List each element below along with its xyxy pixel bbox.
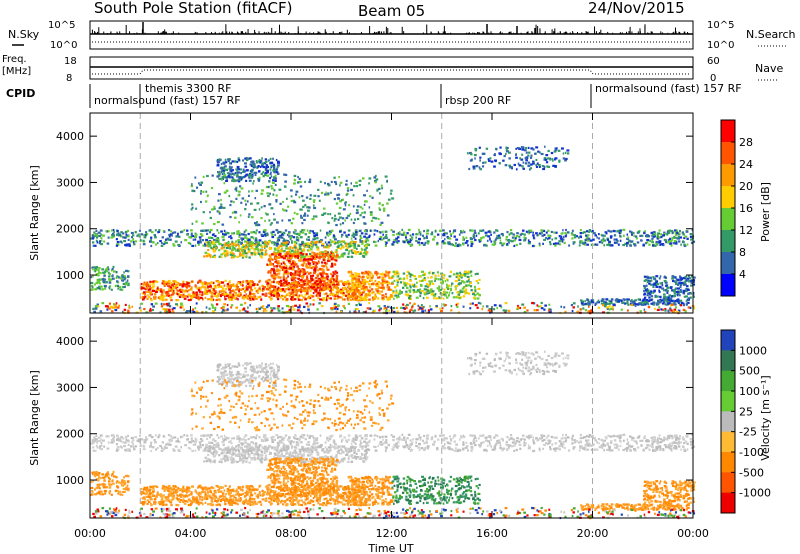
nsky-tick-bottom: 10^0 <box>50 40 77 51</box>
x-tick-label: 12:00 <box>376 527 408 540</box>
velocity-ylabel: Slant Range [km] <box>28 370 41 466</box>
colorbar-tick-label: 100 <box>739 385 760 398</box>
x-tick-label: 16:00 <box>476 527 508 540</box>
nsky-label: N.Sky <box>8 28 40 41</box>
cpid-segment-normalsound-3: normalsound (fast) 157 RF <box>595 82 742 95</box>
colorbar-tick-label: 4 <box>739 268 746 281</box>
x-tick-label: 00:00 <box>677 527 709 540</box>
y-tick-label: 1000 <box>56 269 84 282</box>
x-tick-label: 00:00 <box>74 527 106 540</box>
colorbar-tick-label: -500 <box>739 466 764 479</box>
colorbar-tick-label: 1000 <box>739 344 767 357</box>
colorbar-tick-label: -100 <box>739 446 764 459</box>
cpid-segment-themis: themis 3300 RF <box>145 82 232 95</box>
power-data <box>90 145 696 315</box>
colorbar-tick-label: -1000 <box>739 487 771 500</box>
nave-tick-bottom: 0 <box>710 73 716 84</box>
velocity-data <box>90 350 696 520</box>
velocity-colorbar-label: Velocity [m s⁻¹] <box>759 375 772 460</box>
nave-tick-top: 60 <box>707 56 720 67</box>
y-tick-label: 2000 <box>56 428 84 441</box>
nsearch-tick-top: 10^5 <box>707 20 734 31</box>
cpid-segment-rbsp: rbsp 200 RF <box>445 94 511 107</box>
power-colorbar-label: Power [dB] <box>759 182 772 242</box>
nsearch-tick-bottom: 10^0 <box>707 40 734 51</box>
date-label: 24/Nov/2015 <box>588 0 685 17</box>
nsky-tick-top: 10^5 <box>48 20 75 31</box>
nsky-bars <box>91 22 690 34</box>
station-title: South Pole Station (fitACF) <box>94 0 292 17</box>
colorbar-tick-label: 25 <box>739 405 753 418</box>
x-axis-label: Time UT <box>367 542 413 554</box>
beam-label: Beam 05 <box>358 2 425 20</box>
x-tick-label: 04:00 <box>175 527 207 540</box>
nsky-panel <box>89 20 694 50</box>
x-tick-label: 08:00 <box>275 527 307 540</box>
power-yticks: 1000 2000 3000 4000 <box>56 130 693 282</box>
velocity-panel: 1000 2000 3000 4000 Slant Range [km] <box>28 317 696 520</box>
freq-label: Freq. <box>2 54 27 65</box>
colorbar-tick-label: 24 <box>739 158 753 171</box>
x-tick-label: 20:00 <box>577 527 609 540</box>
colorbar-tick-label: 20 <box>739 180 753 193</box>
cpid-segment-normalsound-1: normalsound (fast) 157 RF <box>94 94 241 107</box>
nsearch-label: N.Search <box>746 28 796 41</box>
velocity-dashes <box>139 318 593 518</box>
freq-unit: [MHz] <box>2 66 31 77</box>
nave-label: Nave <box>755 62 783 75</box>
power-panel: 1000 2000 3000 4000 Slant Range [km] <box>28 112 696 315</box>
colorbar-tick-label: 12 <box>739 224 753 237</box>
nave-line <box>92 69 691 75</box>
power-ylabel: Slant Range [km] <box>28 165 41 261</box>
freq-panel <box>89 56 694 80</box>
y-tick-label: 1000 <box>56 474 84 487</box>
y-tick-label: 4000 <box>56 335 84 348</box>
colorbar-tick-label: 16 <box>739 202 753 215</box>
colorbar-tick-label: 500 <box>739 365 760 378</box>
colorbar-tick-label: -25 <box>739 426 757 439</box>
colorbar-tick-label: 28 <box>739 136 753 149</box>
y-tick-label: 2000 <box>56 223 84 236</box>
y-tick-label: 4000 <box>56 130 84 143</box>
velocity-colorbar: 1000 500 100 25 -25 -100 -500 -1000 <box>720 329 771 514</box>
power-colorbar: 28 24 20 16 12 8 4 <box>720 119 753 297</box>
velocity-yticks: 1000 2000 3000 4000 <box>56 335 693 487</box>
power-dashes <box>139 113 593 313</box>
cpid-label: CPID <box>6 87 35 100</box>
freq-tick-top: 18 <box>64 56 77 67</box>
y-tick-label: 3000 <box>56 381 84 394</box>
freq-tick-bottom: 8 <box>66 73 72 84</box>
x-axis-ticks: 00:00 04:00 08:00 12:00 16:00 20:00 00:00 <box>74 113 709 540</box>
y-tick-label: 3000 <box>56 176 84 189</box>
colorbar-tick-label: 8 <box>739 246 746 259</box>
